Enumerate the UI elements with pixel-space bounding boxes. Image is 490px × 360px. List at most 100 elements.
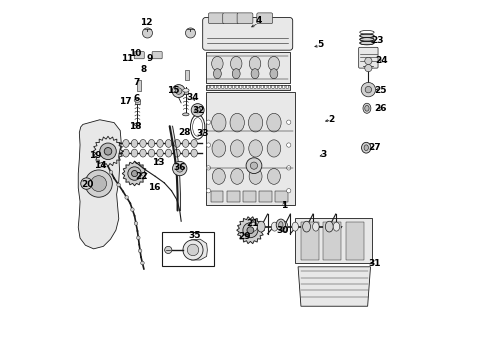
Ellipse shape xyxy=(214,69,221,79)
Text: 5: 5 xyxy=(317,40,323,49)
Ellipse shape xyxy=(243,86,245,89)
Bar xyxy=(162,232,214,266)
Ellipse shape xyxy=(249,168,262,184)
Bar xyxy=(259,192,272,202)
Bar xyxy=(300,222,318,260)
Ellipse shape xyxy=(362,142,371,153)
FancyBboxPatch shape xyxy=(203,18,293,50)
Ellipse shape xyxy=(212,113,226,132)
Text: 33: 33 xyxy=(196,129,209,138)
Bar xyxy=(205,51,290,83)
Ellipse shape xyxy=(363,103,371,113)
Ellipse shape xyxy=(230,140,244,157)
Ellipse shape xyxy=(230,57,242,71)
Ellipse shape xyxy=(183,89,189,92)
Ellipse shape xyxy=(251,69,259,79)
Circle shape xyxy=(247,227,254,234)
Polygon shape xyxy=(298,267,370,306)
FancyBboxPatch shape xyxy=(134,51,144,59)
Ellipse shape xyxy=(257,221,265,232)
Ellipse shape xyxy=(365,105,369,111)
Circle shape xyxy=(287,189,291,193)
Ellipse shape xyxy=(221,86,224,89)
Ellipse shape xyxy=(231,168,244,184)
Bar xyxy=(184,90,188,94)
Ellipse shape xyxy=(240,86,242,89)
FancyBboxPatch shape xyxy=(359,47,378,68)
Bar xyxy=(227,192,240,202)
Ellipse shape xyxy=(165,139,172,147)
Ellipse shape xyxy=(257,86,260,89)
Ellipse shape xyxy=(157,149,163,157)
Ellipse shape xyxy=(134,99,141,102)
Text: 7: 7 xyxy=(133,78,140,87)
Circle shape xyxy=(183,240,203,260)
Circle shape xyxy=(141,261,144,265)
Circle shape xyxy=(143,28,152,38)
Ellipse shape xyxy=(182,149,189,157)
Circle shape xyxy=(186,28,196,38)
Bar xyxy=(135,100,140,104)
Ellipse shape xyxy=(251,222,257,231)
Polygon shape xyxy=(122,161,147,186)
Circle shape xyxy=(187,244,199,256)
Circle shape xyxy=(195,107,200,113)
Ellipse shape xyxy=(292,222,298,231)
Ellipse shape xyxy=(230,113,245,132)
Ellipse shape xyxy=(140,139,146,147)
Text: 12: 12 xyxy=(140,18,152,27)
Circle shape xyxy=(81,178,92,189)
Ellipse shape xyxy=(191,139,197,147)
FancyBboxPatch shape xyxy=(257,13,272,24)
Circle shape xyxy=(206,166,211,170)
Text: 2: 2 xyxy=(329,115,335,124)
Ellipse shape xyxy=(225,86,228,89)
Circle shape xyxy=(137,236,140,239)
Text: 14: 14 xyxy=(95,161,107,170)
Circle shape xyxy=(172,161,187,176)
Circle shape xyxy=(100,143,116,159)
Ellipse shape xyxy=(122,149,129,157)
Ellipse shape xyxy=(165,149,172,157)
Text: 21: 21 xyxy=(246,219,259,228)
Text: 11: 11 xyxy=(121,54,134,63)
Polygon shape xyxy=(78,120,122,249)
Text: 18: 18 xyxy=(129,122,142,131)
Text: 17: 17 xyxy=(119,97,131,106)
Ellipse shape xyxy=(182,139,189,147)
Ellipse shape xyxy=(360,34,374,38)
Ellipse shape xyxy=(271,222,278,231)
FancyBboxPatch shape xyxy=(237,13,253,24)
Ellipse shape xyxy=(236,86,238,89)
Circle shape xyxy=(365,64,372,72)
Circle shape xyxy=(206,189,211,193)
Ellipse shape xyxy=(303,221,311,232)
Ellipse shape xyxy=(218,86,220,89)
Text: 27: 27 xyxy=(368,143,381,152)
Polygon shape xyxy=(237,217,264,244)
Bar xyxy=(205,92,295,205)
Text: 28: 28 xyxy=(178,128,190,137)
Ellipse shape xyxy=(279,86,281,89)
Ellipse shape xyxy=(122,139,129,147)
Bar xyxy=(323,222,341,260)
Ellipse shape xyxy=(212,168,225,184)
Text: 22: 22 xyxy=(135,172,147,181)
Circle shape xyxy=(172,85,185,98)
Circle shape xyxy=(125,195,128,199)
Ellipse shape xyxy=(254,86,256,89)
Ellipse shape xyxy=(265,86,267,89)
Ellipse shape xyxy=(270,69,278,79)
Circle shape xyxy=(138,249,142,253)
Ellipse shape xyxy=(131,149,138,157)
Text: 20: 20 xyxy=(82,180,94,189)
Text: 6: 6 xyxy=(134,94,140,103)
Text: 8: 8 xyxy=(141,65,147,74)
Circle shape xyxy=(206,143,211,147)
Text: 32: 32 xyxy=(192,105,205,114)
Ellipse shape xyxy=(229,86,231,89)
FancyBboxPatch shape xyxy=(208,13,224,24)
Ellipse shape xyxy=(214,86,217,89)
Text: 9: 9 xyxy=(147,54,153,63)
Text: 31: 31 xyxy=(368,259,381,268)
